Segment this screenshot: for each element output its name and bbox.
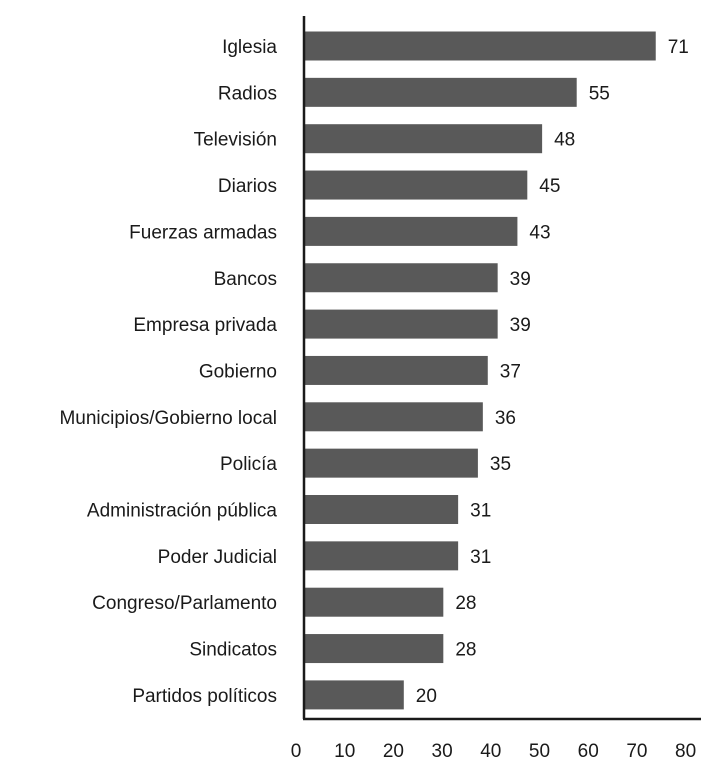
category-label-bancos: Bancos <box>214 269 277 290</box>
bar-poder-judicial <box>305 541 459 571</box>
bar-policia <box>305 448 478 478</box>
value-label-fuerzas-armadas: 43 <box>529 222 550 243</box>
category-label-congreso-parlamento: Congreso/Parlamento <box>92 593 277 614</box>
category-label-gobierno: Gobierno <box>199 361 277 382</box>
value-label-television: 48 <box>554 130 575 151</box>
category-label-radios: Radios <box>218 83 277 104</box>
value-label-gobierno: 37 <box>500 361 521 382</box>
category-label-empresa-privada: Empresa privada <box>133 315 277 336</box>
value-label-diarios: 45 <box>539 176 560 197</box>
value-label-poder-judicial: 31 <box>470 547 491 568</box>
bar-fuerzas-armadas <box>305 216 518 246</box>
category-labels: Iglesia Radios Televisión Diarios Fuerzas ar… <box>59 37 277 707</box>
value-label-empresa-privada: 39 <box>510 315 531 336</box>
value-label-bancos: 39 <box>510 269 531 290</box>
category-label-sindicatos: Sindicatos <box>189 640 277 661</box>
bar-empresa-privada <box>305 309 498 339</box>
value-label-administracion-publica: 31 <box>470 501 491 522</box>
bar-radios <box>305 77 577 107</box>
bar-television <box>305 124 543 154</box>
bar-bancos <box>305 263 498 293</box>
x-tick-label-20: 20 <box>383 741 404 762</box>
bar-administracion-publica <box>305 495 459 524</box>
x-tick-label-70: 70 <box>626 741 647 762</box>
bar-municipios-gobierno-local <box>305 402 483 432</box>
value-label-partidos-politicos: 20 <box>416 686 437 707</box>
x-tick-label-50: 50 <box>529 741 550 762</box>
x-axis-tick-labels: 0 10 20 30 40 50 60 70 80 <box>291 741 696 762</box>
x-tick-label-40: 40 <box>480 741 501 762</box>
value-label-radios: 55 <box>589 83 610 104</box>
value-label-congreso-parlamento: 28 <box>455 593 476 614</box>
x-tick-label-60: 60 <box>578 741 599 762</box>
category-label-diarios: Diarios <box>218 176 277 197</box>
value-label-policia: 35 <box>490 454 511 475</box>
value-labels: 71 55 48 45 43 39 39 37 36 35 31 31 28 28 20 <box>416 37 689 707</box>
category-label-policia: Policía <box>220 454 277 475</box>
value-label-municipios-gobierno-local: 36 <box>495 408 516 429</box>
bar-congreso-parlamento <box>305 587 444 617</box>
category-label-iglesia: Iglesia <box>222 37 277 58</box>
bar-sindicatos <box>305 634 444 664</box>
bars-layer <box>305 31 656 710</box>
x-tick-label-0: 0 <box>291 741 302 762</box>
x-tick-label-80: 80 <box>675 741 696 762</box>
category-label-poder-judicial: Poder Judicial <box>158 547 277 568</box>
value-label-sindicatos: 28 <box>455 640 476 661</box>
category-label-television: Televisión <box>194 130 277 151</box>
category-label-municipios-gobierno-local: Municipios/Gobierno local <box>59 408 277 429</box>
category-label-administracion-publica: Administración pública <box>87 501 278 522</box>
value-label-iglesia: 71 <box>668 37 689 58</box>
x-tick-label-10: 10 <box>334 741 355 762</box>
bar-gobierno <box>305 355 488 385</box>
bar-diarios <box>305 170 528 200</box>
bar-iglesia <box>305 31 656 61</box>
category-label-partidos-politicos: Partidos políticos <box>132 686 277 707</box>
x-tick-label-30: 30 <box>432 741 453 762</box>
bar-partidos-politicos <box>305 680 404 710</box>
category-label-fuerzas-armadas: Fuerzas armadas <box>129 222 277 243</box>
